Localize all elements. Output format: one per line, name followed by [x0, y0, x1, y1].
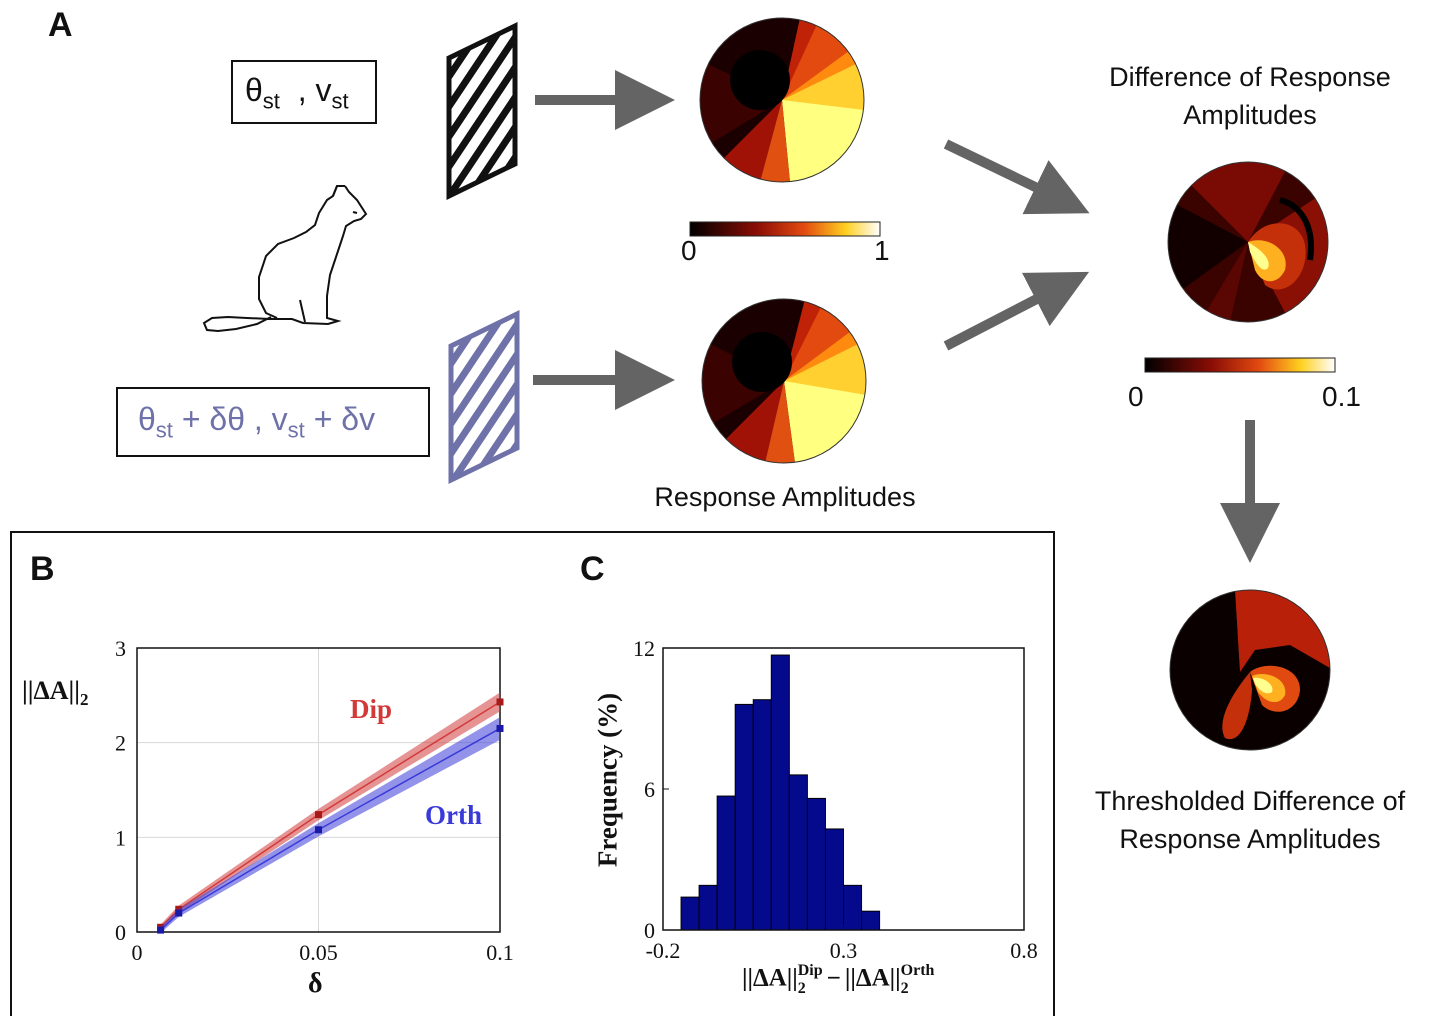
response-map-1 [699, 17, 865, 183]
xlabel-sub-1: 2 [797, 980, 806, 997]
x-tick-label: 0 [132, 940, 143, 965]
data-point [157, 926, 165, 934]
cat-icon [202, 185, 368, 333]
y-tick-label: 6 [644, 777, 655, 802]
delta-theta-term: + δθ , [181, 401, 263, 437]
xlabel-sup-sub-1: Dip 2 [798, 962, 823, 998]
colorbar-2-min: 0 [1128, 381, 1144, 412]
panel-c-ylabel: Frequency (%) [592, 692, 623, 868]
xlabel-sup-1: Dip [797, 962, 823, 979]
x-tick-label: 0.3 [830, 938, 858, 963]
histogram-bar [716, 795, 736, 931]
y-tick-label: 0 [115, 920, 126, 945]
caption-difference-line-1: Difference of Response [1109, 62, 1391, 92]
panel-c-letter: C [580, 550, 605, 588]
xlabel-sup-sub-2: Orth 2 [901, 962, 935, 998]
caption-difference-line-2: Amplitudes [1183, 100, 1317, 130]
y-tick-label: 3 [115, 636, 126, 661]
arrow-map2-to-difference [943, 271, 1090, 351]
y-tick-label: 1 [115, 825, 126, 850]
ylabel-subscript: 2 [79, 690, 89, 710]
data-point [315, 811, 322, 819]
ylabel-norm: ||ΔA|| [22, 676, 80, 705]
histogram-bar [752, 699, 772, 931]
arrow-map1-to-difference [943, 139, 1090, 215]
xlabel-sup-2: Orth [900, 962, 935, 979]
separator: , [297, 72, 307, 108]
data-point [315, 826, 322, 834]
data-point [496, 698, 504, 706]
plot-frame [136, 647, 501, 933]
data-point [157, 923, 165, 931]
panel-b-xlabel: δ [308, 968, 323, 999]
xlabel-norm-2: ||ΔA|| [844, 964, 901, 992]
v-symbol: v [315, 72, 332, 108]
delta-v-term: + δv [313, 401, 376, 437]
xlabel-sub-2: 2 [900, 980, 909, 997]
v-subscript: st [287, 417, 305, 443]
xlabel-norm-1: ||ΔA|| [742, 964, 798, 992]
stimulus-1-box: θst , vst [231, 60, 377, 124]
x-tick-label: 0.8 [1010, 938, 1038, 963]
difference-map [1167, 161, 1329, 323]
colorbar-2-max: 0.1 [1322, 381, 1361, 412]
histogram-bar [734, 703, 754, 931]
panel-b-letter: B [30, 550, 55, 588]
colorbar-1 [689, 221, 881, 237]
stimulus-2-box: θst + δθ , vst + δv [116, 387, 430, 457]
histogram-bar [698, 884, 718, 931]
y-tick-label: 0 [644, 918, 655, 943]
caption-thresholded-line-2: Response Amplitudes [1119, 824, 1381, 854]
theta-symbol: θ [245, 72, 263, 108]
grating-1 [446, 22, 518, 200]
data-point [175, 905, 183, 913]
colorbar-1-max: 1 [874, 235, 890, 266]
histogram-bar [843, 884, 863, 931]
y-tick-label: 12 [633, 636, 655, 661]
x-tick-label: 0.05 [299, 940, 338, 965]
v-subscript: st [331, 88, 349, 114]
histogram-bar [806, 797, 826, 931]
caption-difference: Difference of Response Amplitudes [1070, 58, 1430, 134]
series-label-dip: Dip [350, 694, 393, 724]
response-map-2 [701, 298, 867, 464]
histogram-bar [770, 654, 790, 931]
v-symbol: v [271, 401, 288, 437]
stimulus-1-label: θst , vst [245, 72, 349, 114]
stimulus-2-label: θst + δθ , vst + δv [138, 401, 375, 443]
theta-subscript: st [262, 88, 280, 114]
panel-b-ylabel: ||ΔA||2 [22, 676, 88, 710]
x-tick-label: 0.1 [486, 940, 514, 965]
panel-c-xlabel: ||ΔA|| Dip 2− ||ΔA|| Orth 2 [742, 962, 934, 998]
histogram-bar [824, 828, 845, 931]
histogram-bar [861, 910, 881, 931]
series-label-orth: Orth [425, 800, 482, 830]
x-tick-label: -0.2 [646, 938, 681, 963]
panel-bc-frame [10, 531, 1055, 1016]
plot-frame [662, 647, 1025, 931]
histogram-bar [680, 896, 700, 931]
theta-symbol: θ [138, 401, 156, 437]
colorbar-1-min: 0 [681, 235, 697, 266]
xlabel-minus: − [826, 964, 841, 992]
panel-a-letter: A [48, 6, 73, 44]
caption-response-amplitudes: Response Amplitudes [654, 482, 916, 512]
caption-thresholded-line-1: Thresholded Difference of [1094, 786, 1406, 816]
colorbar-2 [1144, 357, 1336, 373]
thresholded-map [1169, 589, 1331, 751]
caption-thresholded: Thresholded Difference of Response Ampli… [1060, 782, 1440, 858]
theta-subscript: st [155, 417, 173, 443]
data-point [496, 724, 504, 732]
y-tick-label: 2 [115, 731, 126, 756]
histogram-bar [788, 774, 808, 931]
data-point [175, 909, 183, 917]
